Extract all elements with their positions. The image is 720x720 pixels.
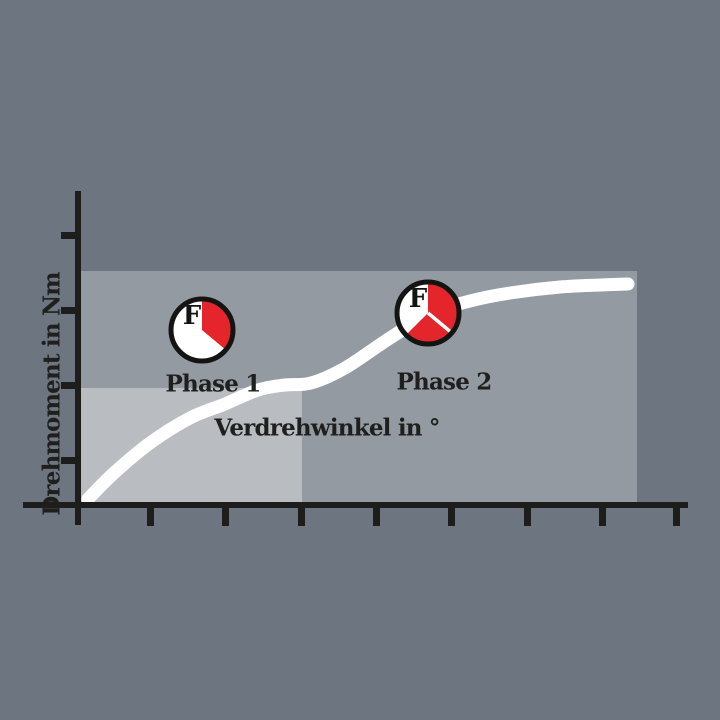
gauge-red-sector [202, 301, 231, 349]
gauge-divider-line [426, 311, 452, 333]
phase1-label: Phase 1 [165, 370, 262, 398]
phase1-gauge-icon: F [168, 296, 236, 364]
y-tick [61, 306, 75, 314]
y-tick [61, 231, 75, 239]
force-letter: F [183, 301, 202, 331]
x-axis-line [23, 502, 688, 508]
y-tick [61, 456, 75, 464]
x-axis-label: Verdrehwinkel in ° [214, 414, 440, 442]
x-tick [372, 508, 380, 526]
x-tick [598, 508, 606, 526]
x-tick [146, 508, 154, 526]
y-axis-label: Drehmoment in Nm [38, 272, 66, 516]
x-tick [447, 508, 455, 526]
gauge-ring [394, 279, 462, 347]
x-tick [523, 508, 531, 526]
force-letter: F [409, 284, 428, 314]
phase2-label: Phase 2 [396, 368, 493, 396]
gauge-ring [168, 296, 236, 364]
torque-curve [81, 277, 635, 506]
x-tick [297, 508, 305, 526]
phase1-shaded-region [81, 388, 302, 502]
x-tick [672, 508, 680, 526]
x-tick [221, 508, 229, 526]
phase2-gauge-icon: F [394, 279, 462, 347]
y-axis-line [75, 191, 81, 525]
y-tick [61, 381, 75, 389]
